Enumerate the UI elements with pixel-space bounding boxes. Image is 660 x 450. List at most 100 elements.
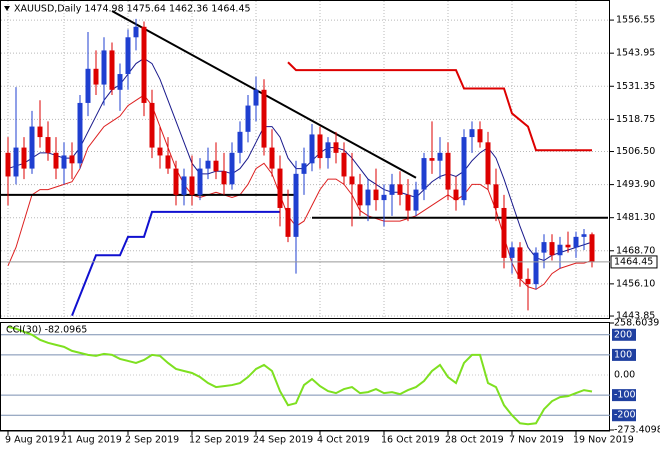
chart-title: XAUUSD,Daily 1474.98 1475.64 1462.36 146… [14,4,251,15]
candle-body [133,26,139,38]
cci-title: CCI(30) -82.0965 [6,325,87,336]
y-tick-label: 1556.55 [616,15,655,26]
candle-body [37,126,43,138]
candle-body [573,236,579,248]
x-tick-label: 28 Oct 2019 [445,435,504,446]
candle-body [581,234,587,237]
candle-body [349,176,355,185]
y-tick-label: -200 [614,410,636,421]
price-label: 1464.45 [614,256,653,267]
level-label-box [612,328,636,341]
y-tick-label: 1531.35 [616,81,655,92]
level-label-box [612,389,636,402]
candle-body [397,184,403,195]
candle-body [13,147,19,177]
candle-body [381,194,387,201]
candle-body [437,152,443,161]
candle-body [373,189,379,201]
candle-body [181,176,187,195]
candle-body [117,74,123,90]
candle-body [213,160,219,172]
level-label-box [612,409,636,422]
candle-body [29,126,35,169]
price-label-box [610,255,658,269]
candle-body [389,184,395,195]
candle-body [269,147,275,169]
candle-body [229,152,235,185]
x-tick-label: 24 Sep 2019 [253,435,313,446]
candle-body [453,189,459,201]
candle-body [485,142,491,185]
candle-body [341,152,347,177]
candle-body [85,68,91,103]
y-tick-label: -273.4098 [614,425,660,436]
y-tick-label: 0.00 [614,370,635,381]
y-tick-label: 1456.10 [616,278,655,289]
candle-body [589,234,595,262]
symbol-icon [4,6,10,11]
candle-body [333,142,339,153]
candle-body [533,252,539,285]
candle-body [565,244,571,248]
y-tick-label: 1481.30 [616,212,655,223]
drawn-line [287,61,592,152]
candle-body [405,194,411,211]
y-tick-label: 1493.90 [616,179,655,190]
cci-frame [0,322,610,431]
candle-body [77,102,83,164]
candle-body [461,137,467,201]
candle-body [309,134,315,164]
candle-body [245,105,251,132]
candle-body [125,37,131,75]
x-tick-label: 21 Aug 2019 [61,435,122,446]
candle-body [365,189,371,206]
candle-body [165,155,171,169]
candle-body [21,147,27,169]
candle-body [357,184,363,206]
candle-body [141,26,147,103]
drawn-line [71,210,280,317]
indicator-line [7,57,593,262]
candle-body [61,155,67,169]
level-label-box [612,348,636,361]
y-tick-label: 100 [614,349,632,360]
y-tick-label: -100 [614,390,636,401]
candle-body [197,168,203,195]
candle-body [493,184,499,208]
cci-line [7,325,593,426]
candle-body [429,158,435,161]
candle-body [477,129,483,143]
candle-body [277,168,283,208]
candle-body [549,242,555,256]
candle-body [149,102,155,148]
candle-body [525,278,531,285]
candle-body [517,247,523,279]
candle-body [325,142,331,159]
candle-body [293,173,299,237]
x-tick-label: 12 Sep 2019 [189,435,249,446]
candle-body [421,158,427,190]
candle-body [541,242,547,253]
candle-body [557,244,563,256]
candle-body [509,247,515,258]
candle-body [189,176,195,195]
candle-body [253,89,259,106]
candle-body [101,50,107,85]
candle-body [5,152,11,177]
candle-body [301,163,307,174]
y-tick-label: 258.6039 [614,318,659,329]
y-tick-label: 1506.50 [616,146,655,157]
candle-body [69,155,75,164]
candle-body [445,152,451,190]
candle-body [205,160,211,169]
x-tick-label: 4 Oct 2019 [317,435,370,446]
y-tick-label: 1543.95 [616,48,655,59]
x-tick-label: 19 Nov 2019 [573,435,634,446]
x-tick-label: 7 Nov 2019 [509,435,564,446]
x-tick-label: 9 Aug 2019 [5,435,60,446]
candle-body [173,168,179,195]
y-tick-label: 200 [614,329,632,340]
candle-body [469,129,475,138]
candle-body [501,207,507,258]
